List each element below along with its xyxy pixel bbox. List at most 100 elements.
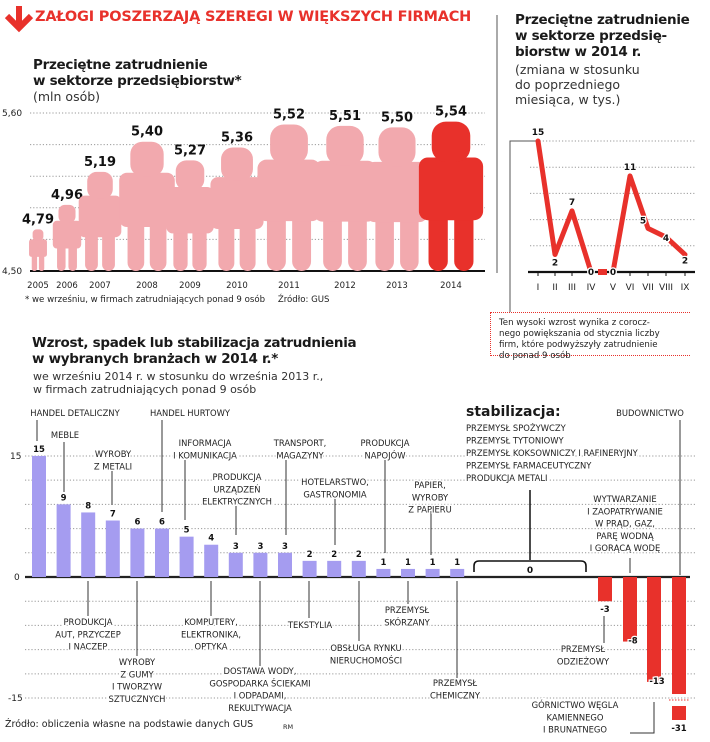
figure-part — [326, 125, 364, 166]
x-tick-label: III — [568, 283, 576, 293]
value-label: 1 — [405, 558, 411, 568]
value-label: 5,54 — [435, 105, 467, 120]
figure-part — [218, 215, 235, 271]
figure-part — [166, 186, 214, 234]
figure-part — [57, 241, 66, 271]
category-label: NAPOJÓW — [365, 449, 406, 460]
category-label: GASTRONOMIA — [303, 489, 367, 499]
bar — [450, 568, 465, 577]
category-label: BUDOWNICTWO — [616, 408, 684, 418]
chart2-subtitle-line: (zmiana w stosunku — [515, 62, 640, 77]
figure-part — [58, 204, 76, 223]
category-label: SZTUCZNYCH — [109, 694, 166, 704]
value-label: 5,40 — [131, 125, 163, 140]
category-label: HANDEL HURTOWY — [150, 408, 231, 418]
y-tick-label: 15 — [10, 452, 21, 462]
line-series — [610, 173, 688, 275]
value-label: 9 — [61, 493, 67, 503]
value-label: 7 — [569, 198, 575, 208]
figure-part — [102, 226, 115, 271]
chart3-subtitle-line: we wrześniu 2014 r. w stosunku do wrześn… — [33, 370, 324, 383]
chart2-title-line: w sektorze przedsię- — [515, 28, 667, 44]
value-label: 5 — [184, 526, 190, 536]
stabilization-item: PRZEMYSŁ TYTONIOWY — [466, 436, 564, 446]
value-label: 11 — [624, 163, 637, 173]
x-tick-label: 2013 — [386, 281, 408, 291]
category-label: ELEKTRYCZNYCH — [202, 497, 272, 507]
category-label: TEKSTYLIA — [287, 620, 333, 630]
value-label: 3 — [257, 542, 263, 552]
stabilization-item: PRZEMYSŁ FARMACEUTYCZNY — [466, 461, 592, 471]
value-label: 8 — [85, 501, 91, 511]
bar — [351, 560, 366, 577]
figure-part — [348, 205, 367, 271]
category-label: OPTYKA — [195, 642, 228, 652]
category-label: PRZEMYSŁ — [385, 605, 430, 615]
x-tick-label: 2014 — [440, 281, 462, 291]
chart1-title: Przeciętne zatrudnienie w sektorze przed… — [33, 57, 242, 89]
x-tick-label: 2007 — [89, 281, 111, 291]
category-label: WYROBY — [119, 657, 156, 667]
bar — [228, 552, 243, 577]
stabilization-item: PRZEMYSŁ KOKSOWNICZY I RAFINERYJNY — [466, 448, 639, 458]
credit: RM — [283, 723, 294, 731]
value-label: 6 — [159, 518, 165, 528]
value-label: 2 — [331, 550, 337, 560]
category-label: PRODUKCJA — [213, 472, 262, 482]
y-tick-label: 0 — [14, 573, 20, 583]
figure-part — [52, 220, 82, 249]
figure-part — [78, 195, 122, 238]
category-label: CHEMICZNY — [430, 690, 481, 700]
bar — [376, 568, 391, 577]
value-label: 5,36 — [221, 130, 253, 145]
stabilization-item: PRODUKCJA METALI — [466, 473, 547, 483]
value-label: 4 — [663, 234, 669, 244]
figure-part — [127, 212, 145, 271]
figure-part — [29, 239, 47, 257]
figure-part — [239, 215, 256, 271]
chart1-title-line: Przeciętne zatrudnienie — [33, 57, 208, 73]
footnote-text: * we wrześniu, w firmach zatrudniających… — [25, 295, 266, 305]
leader-line — [630, 702, 655, 734]
category-label: WYROBY — [95, 449, 132, 459]
value-label: 1 — [380, 558, 386, 568]
category-label: WYTWARZANIE — [593, 494, 656, 504]
bar — [647, 577, 661, 682]
figure-part — [38, 252, 45, 271]
value-label: 5,51 — [329, 109, 361, 124]
value-label: 5 — [640, 216, 646, 226]
figure-part — [418, 157, 484, 221]
category-label: W PRĄD, GAZ, — [595, 519, 655, 529]
category-label: I BRUNATNEGO — [543, 725, 607, 735]
stabilization-item: PRZEMYSŁ SPOŻYWCZY — [466, 423, 567, 433]
person-figure-bar — [366, 127, 428, 271]
person-figure-bar — [313, 125, 377, 271]
category-label: MEBLE — [51, 430, 79, 440]
bar — [425, 568, 440, 577]
person-figure-bar — [210, 147, 264, 271]
bar — [130, 528, 145, 577]
bar-continuation — [672, 706, 686, 720]
value-label: 4,96 — [51, 188, 83, 203]
figure-part — [68, 241, 77, 271]
figure-part — [431, 121, 471, 162]
chart3-subtitle: we wrześniu 2014 r. w stosunku do wrześn… — [33, 370, 323, 396]
figure-part — [428, 203, 448, 271]
figure-part — [366, 161, 428, 223]
annotation-line: Ten wysoki wzrost wynika z corocz- — [499, 318, 650, 328]
category-label: MAGAZYNY — [276, 450, 324, 460]
annotation-line: nego powiększania od stycznia liczby — [499, 329, 660, 339]
chart3-source: Źródło: obliczenia własne na podstawie d… — [5, 719, 254, 730]
figure-part — [31, 252, 38, 271]
person-figure-bar — [52, 204, 82, 271]
category-label: I ZAOPATRYWANIE — [587, 506, 663, 516]
x-tick-label: I — [537, 283, 540, 293]
figure-part — [378, 127, 416, 167]
person-figure-bar — [119, 141, 175, 271]
category-label: REKULTYWACJA — [228, 703, 292, 713]
value-label: 0 — [527, 566, 533, 576]
category-label: PRZEMYSŁ — [561, 644, 606, 654]
x-tick-label: 2009 — [179, 281, 201, 291]
figure-part — [270, 124, 308, 165]
chart3-title: Wzrost, spadek lub stabilizacja zatrudni… — [32, 335, 357, 367]
